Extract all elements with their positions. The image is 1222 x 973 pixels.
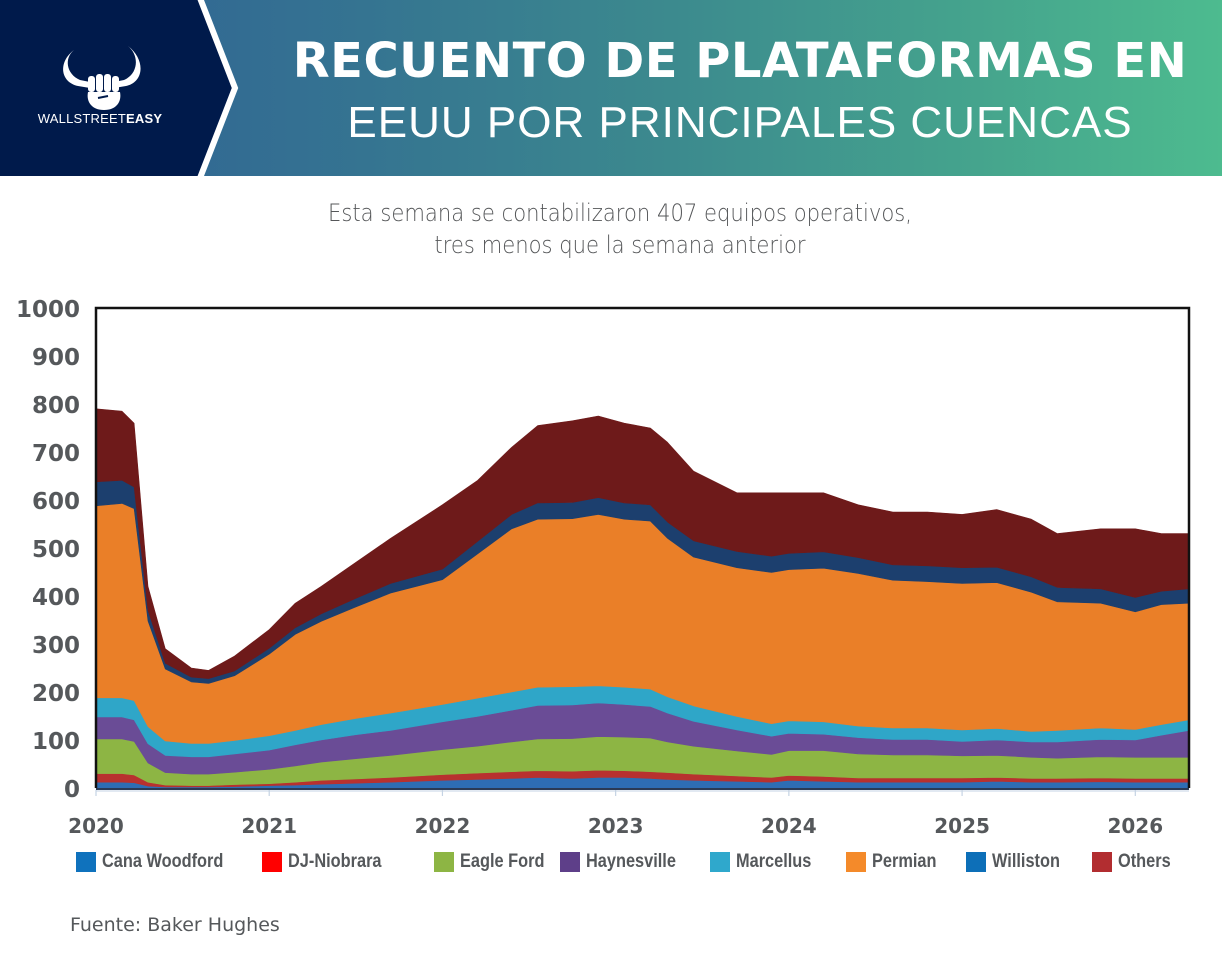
y-tick-label: 100 bbox=[32, 729, 80, 755]
x-tick-label: 2026 bbox=[1107, 814, 1163, 838]
y-tick-label: 300 bbox=[32, 633, 80, 659]
legend-label: DJ-Niobrara bbox=[288, 851, 382, 872]
page-title-line2: EEUU POR PRINCIPALES CUENCAS bbox=[347, 98, 1133, 147]
legend-item: Marcellus bbox=[710, 850, 824, 874]
legend-swatch bbox=[966, 852, 986, 872]
logo-block: WALLSTREETEASY bbox=[0, 0, 260, 176]
legend-item: Haynesville bbox=[560, 850, 691, 874]
header-banner: WALLSTREETEASY RECUENTO DE PLATAFORMAS E… bbox=[0, 0, 1222, 176]
chart-legend: Cana Woodford DJ-Niobrara Eagle Ford Haynes… bbox=[76, 850, 1206, 874]
y-tick-label: 0 bbox=[64, 777, 80, 803]
y-tick-label: 900 bbox=[32, 345, 80, 371]
stacked-area-chart: 0 100 200 300 400 500 600 700 800 900 1000 2020 2021… bbox=[16, 297, 1191, 838]
legend-label: Eagle Ford bbox=[460, 851, 545, 872]
legend-swatch bbox=[76, 852, 96, 872]
x-tick-label: 2022 bbox=[415, 814, 471, 838]
x-tick-label: 2020 bbox=[68, 814, 124, 838]
chevron-divider bbox=[197, 0, 239, 176]
y-tick-label: 1000 bbox=[16, 297, 80, 323]
brand-light: WALLSTREET bbox=[37, 111, 126, 126]
x-tick-label: 2024 bbox=[761, 814, 817, 838]
legend-item: Cana Woodford bbox=[76, 850, 243, 874]
legend-swatch bbox=[434, 852, 454, 872]
y-tick-label: 200 bbox=[32, 681, 80, 707]
logo-panel bbox=[0, 0, 239, 176]
subtitle-line1: Esta semana se contabilizaron 407 equipo… bbox=[328, 199, 912, 227]
legend-swatch bbox=[710, 852, 730, 872]
legend-swatch bbox=[560, 852, 580, 872]
legend-label: Haynesville bbox=[586, 851, 676, 872]
y-tick-label: 400 bbox=[32, 585, 80, 611]
legend-item: Williston bbox=[966, 850, 1071, 874]
x-tick-label: 2025 bbox=[934, 814, 990, 838]
brand-bold: EASY bbox=[126, 111, 163, 126]
legend-swatch bbox=[262, 852, 282, 872]
subtitle-line2: tres menos que la semana anterior bbox=[434, 231, 806, 259]
brand-wordmark: WALLSTREETEASY bbox=[0, 111, 200, 126]
bull-horns-fist-icon bbox=[63, 46, 141, 110]
legend-item: DJ-Niobrara bbox=[262, 850, 397, 874]
source-note: Fuente: Baker Hughes bbox=[70, 914, 280, 936]
plot-frame bbox=[94, 306, 1191, 788]
x-tick-label: 2023 bbox=[588, 814, 644, 838]
x-tick-label: 2021 bbox=[241, 814, 297, 838]
y-tick-label: 500 bbox=[32, 537, 80, 563]
chart-subtitle: Esta semana se contabilizaron 407 equipo… bbox=[0, 197, 1222, 261]
y-tick-label: 600 bbox=[32, 489, 80, 515]
page-title-line1: RECUENTO DE PLATAFORMAS EN bbox=[292, 33, 1188, 89]
legend-label: Permian bbox=[872, 851, 937, 872]
legend-item: Eagle Ford bbox=[434, 850, 558, 874]
legend-swatch bbox=[846, 852, 866, 872]
legend-item: Others bbox=[1092, 850, 1179, 874]
legend-label: Williston bbox=[992, 851, 1060, 872]
legend-label: Marcellus bbox=[736, 851, 812, 872]
legend-label: Cana Woodford bbox=[102, 851, 224, 872]
y-tick-label: 800 bbox=[32, 393, 80, 419]
y-tick-label: 700 bbox=[32, 441, 80, 467]
legend-item: Permian bbox=[846, 850, 947, 874]
legend-swatch bbox=[1092, 852, 1112, 872]
legend-label: Others bbox=[1118, 851, 1171, 872]
